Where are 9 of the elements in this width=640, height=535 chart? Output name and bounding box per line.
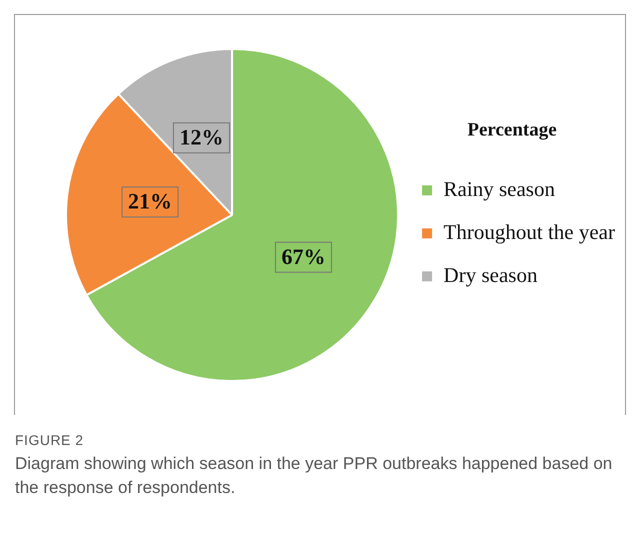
text: Diagram showing which season in the year PPR outbreaks happened based on the response of respondents.	[15, 453, 614, 499]
data-label: 21%	[128, 188, 172, 214]
legend-label: Throughout the year	[444, 220, 616, 244]
legend-label: Rainy season	[444, 176, 556, 201]
legend-title: Percentage	[467, 120, 557, 141]
legend-label: Dry season	[444, 262, 538, 287]
caption: FIGURE 2	[15, 431, 85, 450]
data-label: 12%	[179, 124, 224, 150]
data-label: 67%	[281, 244, 326, 269]
